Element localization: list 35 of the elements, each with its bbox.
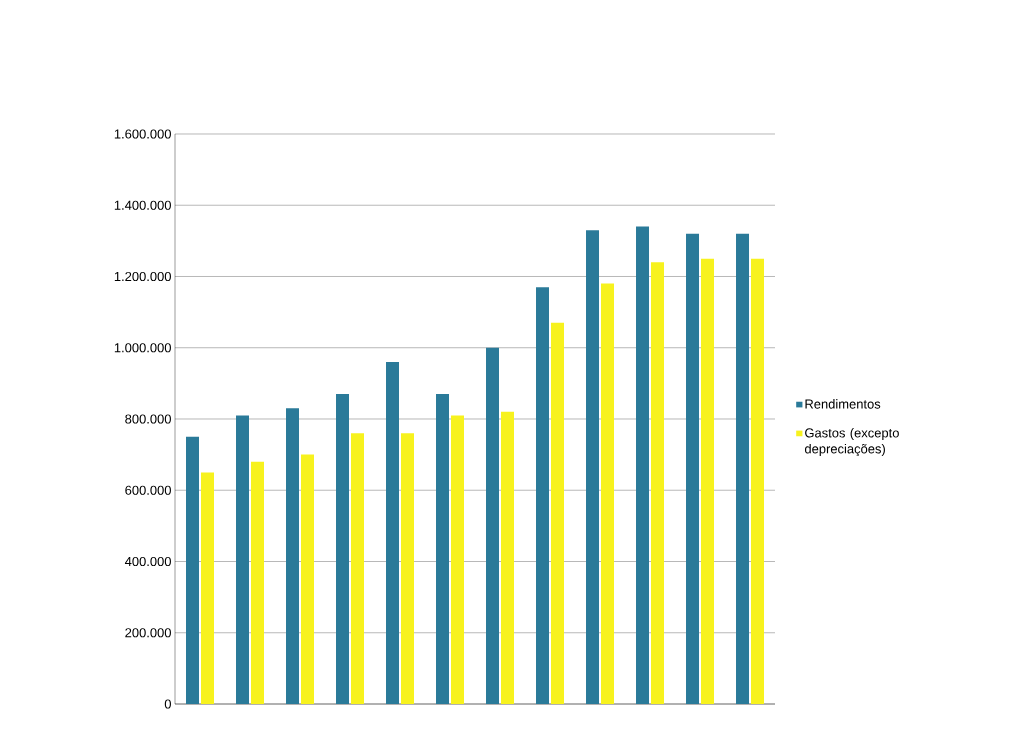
bar xyxy=(186,436,200,704)
y-tick-label: 600.000 xyxy=(125,485,171,495)
y-tick-label: 1.600.000 xyxy=(114,129,171,139)
bar xyxy=(586,230,600,704)
bar xyxy=(201,472,214,704)
bar xyxy=(601,283,614,704)
y-tick-label: 400.000 xyxy=(124,556,171,567)
legend-label: Rendimentos xyxy=(805,399,881,409)
bar xyxy=(436,394,450,704)
bar xyxy=(451,415,464,704)
bar xyxy=(351,433,364,704)
y-tick-label: 0 xyxy=(164,699,171,709)
bar xyxy=(636,226,650,704)
bar xyxy=(386,362,400,704)
bar xyxy=(751,258,764,704)
y-tick-label: 800.000 xyxy=(125,414,171,424)
bar xyxy=(551,322,564,704)
y-tick-label: 1.000.000 xyxy=(114,343,171,353)
y-tick-label: 200.000 xyxy=(125,628,171,638)
bar xyxy=(301,454,314,704)
bar xyxy=(486,347,500,704)
bar xyxy=(286,408,300,704)
bar xyxy=(686,233,700,704)
bar xyxy=(336,394,350,704)
bar xyxy=(736,233,750,704)
bar xyxy=(701,258,714,704)
bar xyxy=(251,461,264,704)
bar xyxy=(536,287,550,704)
bar xyxy=(651,262,664,704)
bar xyxy=(501,411,514,704)
bar xyxy=(236,415,250,704)
legend-label: Gastos (excepto depreciações) xyxy=(804,427,899,457)
bar xyxy=(401,433,414,704)
y-tick-label: 1.400.000 xyxy=(114,200,171,210)
y-tick-label: 1.200.000 xyxy=(114,271,171,282)
